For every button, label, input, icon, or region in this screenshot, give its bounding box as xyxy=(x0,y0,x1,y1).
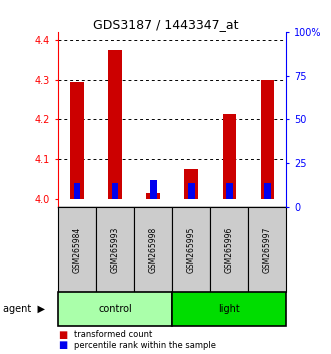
Text: control: control xyxy=(98,304,132,314)
Text: ■: ■ xyxy=(58,340,67,350)
Bar xyxy=(96,207,134,292)
Bar xyxy=(248,207,286,292)
Text: transformed count: transformed count xyxy=(74,330,153,339)
Bar xyxy=(226,183,233,199)
Text: GSM265984: GSM265984 xyxy=(72,227,81,273)
Text: GSM265995: GSM265995 xyxy=(187,226,196,273)
Bar xyxy=(172,292,286,326)
Text: GDS3187 / 1443347_at: GDS3187 / 1443347_at xyxy=(93,18,238,31)
Text: light: light xyxy=(218,304,240,314)
Bar xyxy=(134,207,172,292)
Text: GSM265993: GSM265993 xyxy=(111,226,119,273)
Bar xyxy=(184,169,198,199)
Bar xyxy=(70,82,84,199)
Text: GSM265997: GSM265997 xyxy=(263,226,272,273)
Bar xyxy=(150,180,157,199)
Bar xyxy=(188,183,195,199)
Text: agent  ▶: agent ▶ xyxy=(3,304,45,314)
Bar xyxy=(260,80,274,199)
Bar xyxy=(264,183,271,199)
Text: ■: ■ xyxy=(58,330,67,339)
Text: percentile rank within the sample: percentile rank within the sample xyxy=(74,341,216,350)
Bar xyxy=(222,114,236,199)
Bar xyxy=(108,50,122,199)
Text: GSM265998: GSM265998 xyxy=(149,227,158,273)
Bar xyxy=(112,183,118,199)
Bar xyxy=(172,207,210,292)
Bar xyxy=(58,292,172,326)
Bar xyxy=(210,207,248,292)
Bar xyxy=(73,183,80,199)
Bar xyxy=(146,193,160,199)
Bar xyxy=(58,207,96,292)
Text: GSM265996: GSM265996 xyxy=(225,226,234,273)
